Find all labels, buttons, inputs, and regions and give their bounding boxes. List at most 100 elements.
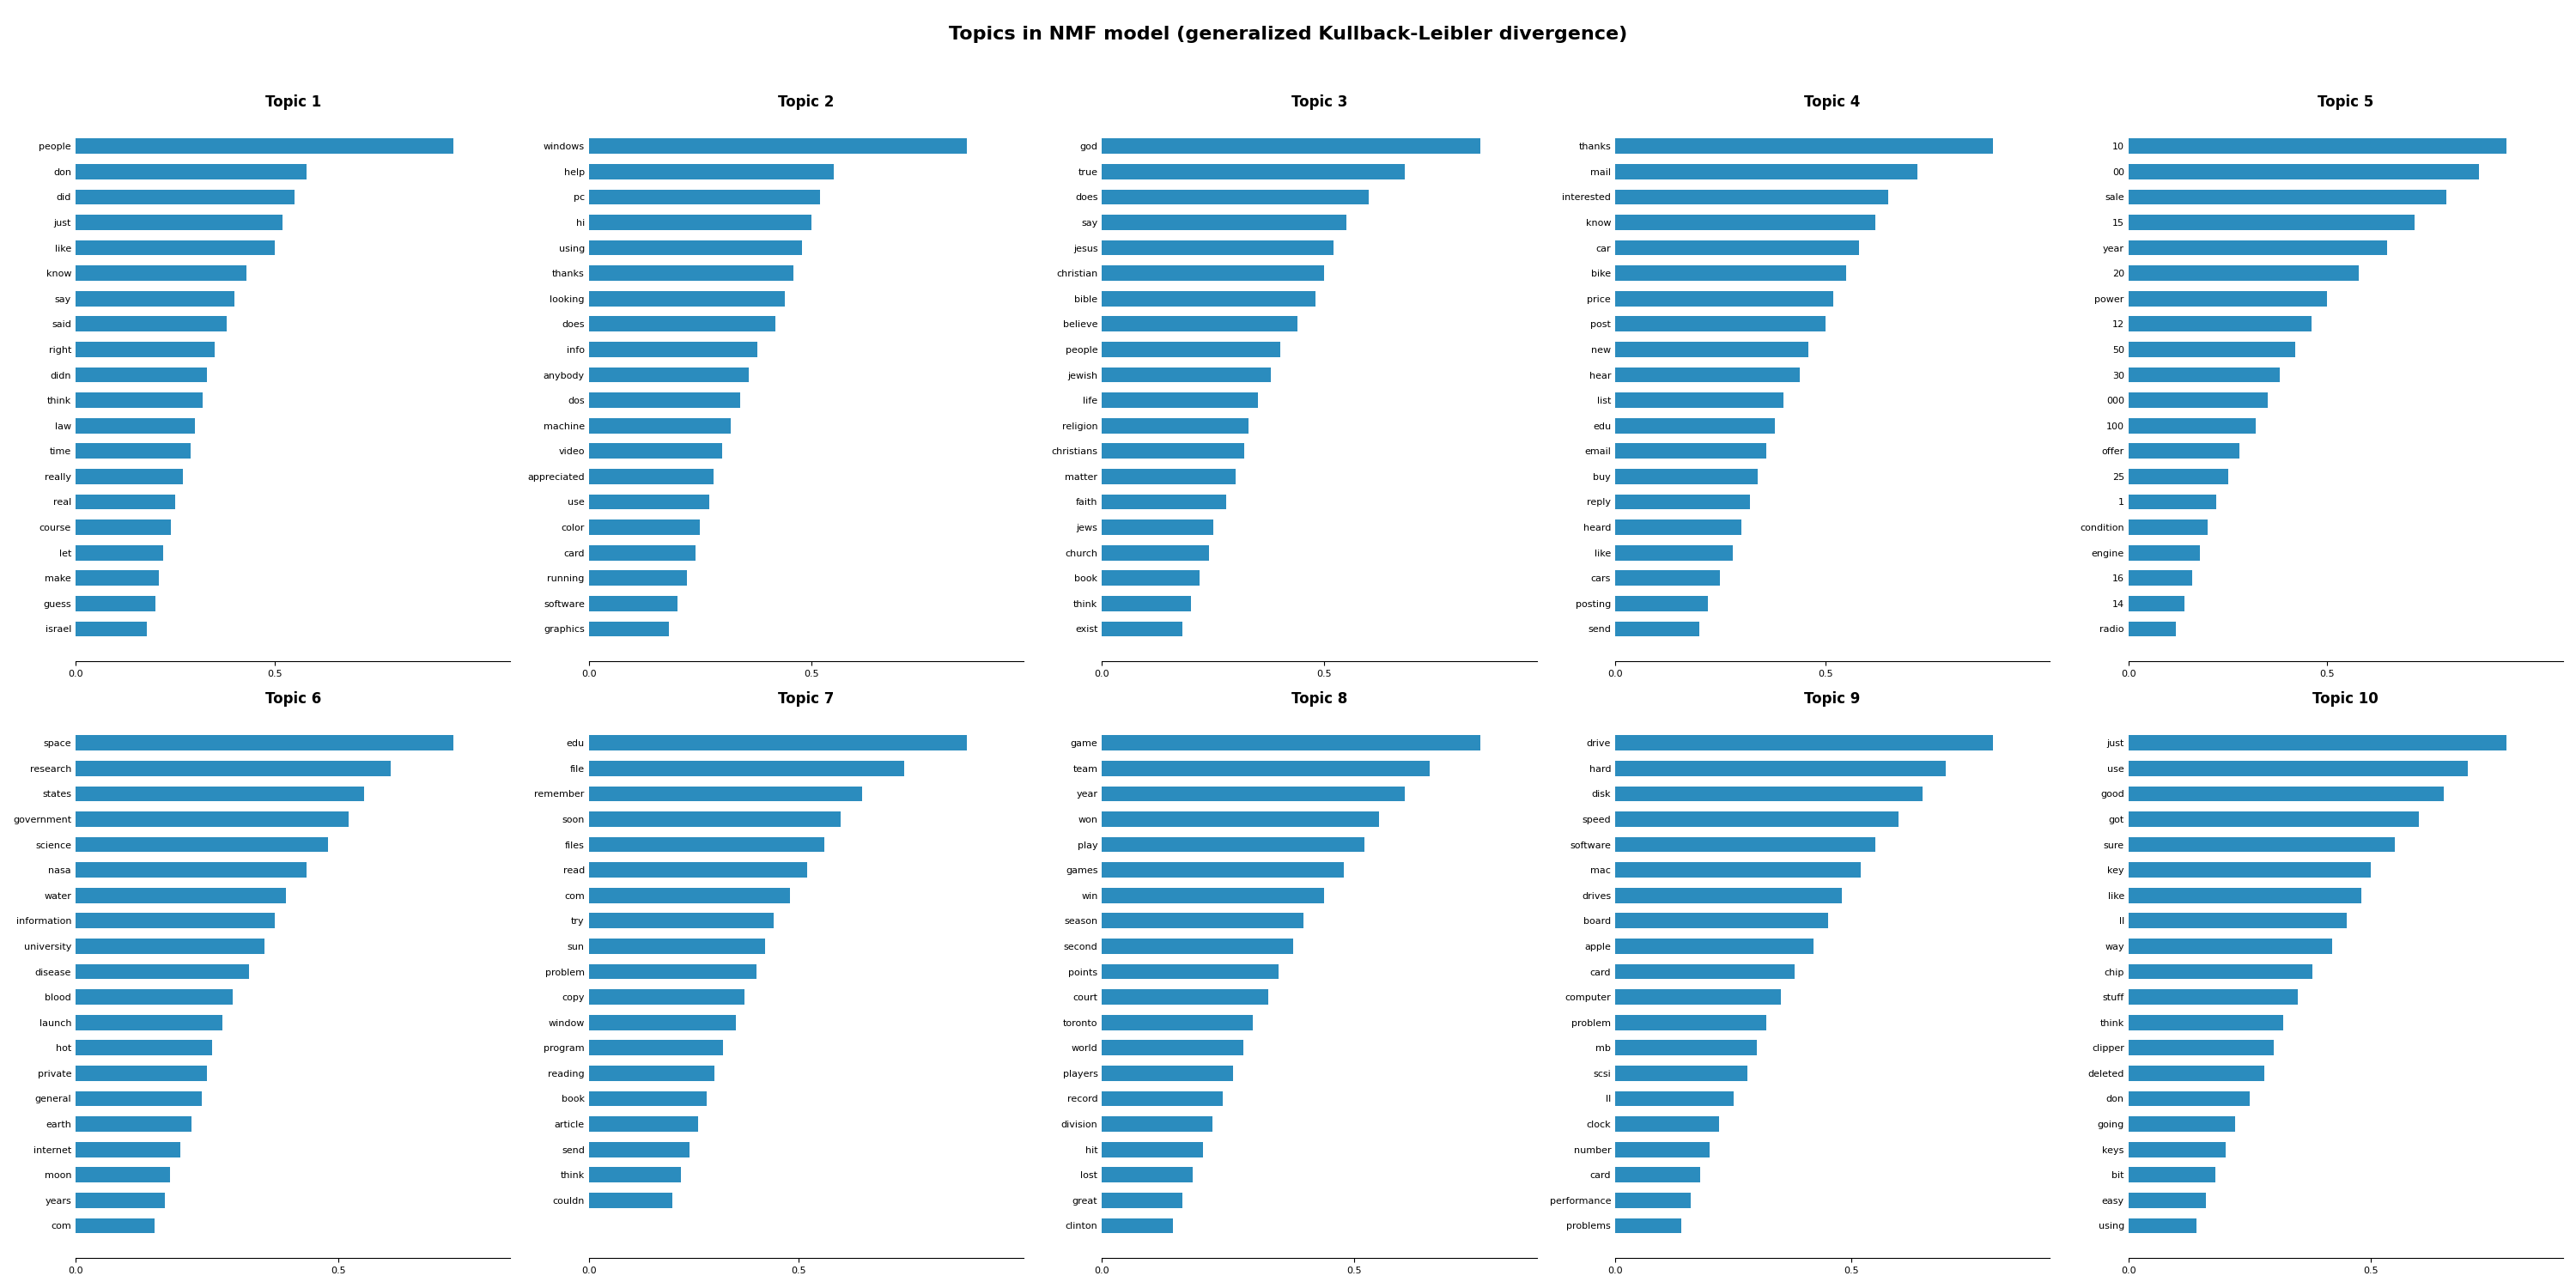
Bar bbox=[1615, 519, 1741, 535]
Bar bbox=[75, 596, 155, 611]
Bar bbox=[1103, 621, 1182, 636]
Bar bbox=[75, 1142, 180, 1157]
Bar bbox=[2128, 393, 2267, 408]
Bar bbox=[1103, 863, 1345, 877]
Bar bbox=[590, 837, 824, 853]
Bar bbox=[1615, 1041, 1757, 1055]
Bar bbox=[1615, 215, 1875, 231]
Bar bbox=[590, 1065, 714, 1081]
Bar bbox=[1103, 419, 1249, 433]
Bar bbox=[590, 469, 714, 484]
Bar bbox=[75, 786, 363, 801]
Bar bbox=[1103, 786, 1404, 801]
Bar bbox=[1103, 545, 1208, 560]
Bar bbox=[1615, 240, 1860, 255]
Bar bbox=[2128, 1065, 2264, 1081]
Bar bbox=[75, 265, 247, 281]
Bar bbox=[1103, 735, 1481, 751]
Title: Topic 9: Topic 9 bbox=[1803, 692, 1860, 707]
Bar bbox=[1103, 189, 1368, 205]
Bar bbox=[2128, 240, 2388, 255]
Bar bbox=[1615, 469, 1757, 484]
Title: Topic 10: Topic 10 bbox=[2313, 692, 2378, 707]
Bar bbox=[2128, 1015, 2282, 1030]
Bar bbox=[590, 1193, 672, 1208]
Bar bbox=[2128, 189, 2447, 205]
Bar bbox=[2128, 545, 2200, 560]
Bar bbox=[75, 519, 170, 535]
Text: Topics in NMF model (generalized Kullback-Leibler divergence): Topics in NMF model (generalized Kullbac… bbox=[948, 26, 1628, 43]
Title: Topic 6: Topic 6 bbox=[265, 692, 322, 707]
Bar bbox=[1615, 164, 1917, 179]
Bar bbox=[75, 393, 204, 408]
Bar bbox=[1615, 1142, 1710, 1157]
Title: Topic 1: Topic 1 bbox=[265, 94, 322, 109]
Bar bbox=[1103, 1041, 1244, 1055]
Bar bbox=[75, 913, 276, 929]
Bar bbox=[2128, 621, 2177, 636]
Bar bbox=[2128, 1142, 2226, 1157]
Bar bbox=[2128, 913, 2347, 929]
Bar bbox=[2128, 1117, 2236, 1132]
Bar bbox=[1615, 393, 1783, 408]
Bar bbox=[590, 265, 793, 281]
Bar bbox=[590, 1117, 698, 1132]
Bar bbox=[75, 1041, 211, 1055]
Bar bbox=[1103, 240, 1334, 255]
Bar bbox=[590, 887, 791, 903]
Bar bbox=[1103, 811, 1378, 827]
Bar bbox=[1103, 519, 1213, 535]
Bar bbox=[2128, 735, 2506, 751]
Bar bbox=[2128, 367, 2280, 383]
Bar bbox=[75, 545, 162, 560]
Bar bbox=[1103, 1091, 1224, 1106]
Bar bbox=[75, 571, 160, 586]
Bar bbox=[2128, 761, 2468, 775]
Bar bbox=[590, 215, 811, 231]
Bar bbox=[1615, 963, 1795, 979]
Bar bbox=[75, 469, 183, 484]
Bar bbox=[75, 367, 206, 383]
Bar bbox=[590, 519, 701, 535]
Bar bbox=[590, 1091, 706, 1106]
Bar bbox=[1103, 265, 1324, 281]
Bar bbox=[2128, 571, 2192, 586]
Bar bbox=[1615, 621, 1700, 636]
Bar bbox=[1103, 1167, 1193, 1182]
Bar bbox=[590, 495, 708, 510]
Bar bbox=[590, 863, 806, 877]
Bar bbox=[1615, 1065, 1747, 1081]
Bar bbox=[1615, 265, 1847, 281]
Bar bbox=[2128, 164, 2478, 179]
Bar bbox=[1103, 341, 1280, 357]
Bar bbox=[75, 1015, 222, 1030]
Bar bbox=[2128, 837, 2396, 853]
Bar bbox=[1615, 495, 1749, 510]
Bar bbox=[75, 811, 348, 827]
Bar bbox=[75, 621, 147, 636]
Bar bbox=[2128, 989, 2298, 1005]
Bar bbox=[75, 1167, 170, 1182]
Bar bbox=[1103, 571, 1200, 586]
Bar bbox=[1615, 761, 1945, 775]
Bar bbox=[590, 139, 966, 153]
Bar bbox=[2128, 1091, 2249, 1106]
Bar bbox=[590, 164, 835, 179]
Bar bbox=[2128, 887, 2362, 903]
Bar bbox=[1103, 1193, 1182, 1208]
Bar bbox=[1615, 596, 1708, 611]
Bar bbox=[1103, 139, 1481, 153]
Bar bbox=[75, 443, 191, 459]
Title: Topic 4: Topic 4 bbox=[1803, 94, 1860, 109]
Bar bbox=[2128, 1193, 2205, 1208]
Bar bbox=[590, 913, 773, 929]
Bar bbox=[1103, 443, 1244, 459]
Title: Topic 7: Topic 7 bbox=[778, 692, 835, 707]
Bar bbox=[590, 545, 696, 560]
Bar bbox=[2128, 215, 2414, 231]
Bar bbox=[75, 1065, 206, 1081]
Bar bbox=[75, 419, 196, 433]
Bar bbox=[590, 393, 739, 408]
Bar bbox=[590, 761, 904, 775]
Bar bbox=[590, 811, 840, 827]
